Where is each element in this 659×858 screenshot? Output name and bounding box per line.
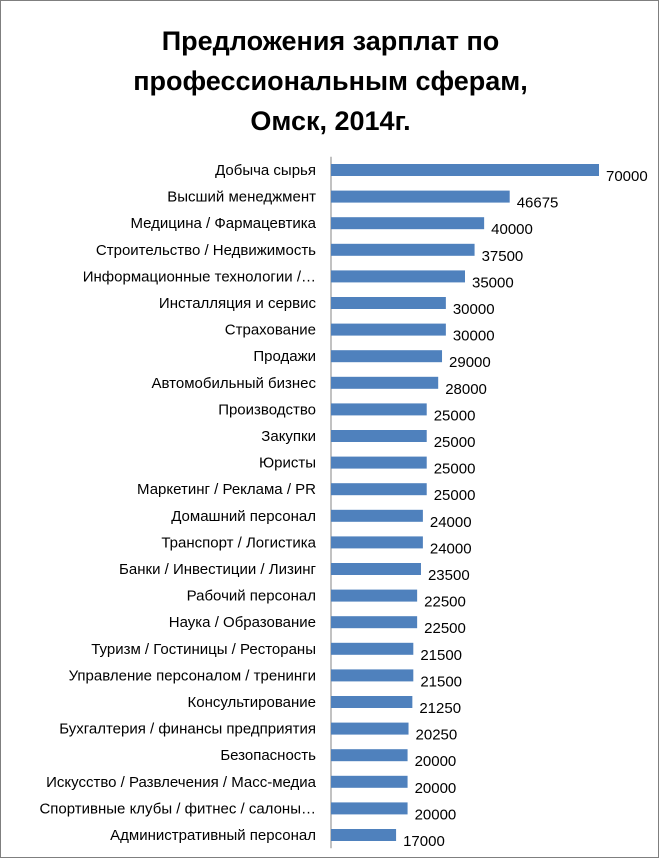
category-label: Административный персонал [110,827,316,844]
bar [331,536,423,549]
data-label: 21500 [420,673,462,690]
bar [331,164,599,176]
category-label: Высший менеджмент [167,189,316,206]
bar [331,589,418,602]
category-label: Домашний персонал [171,508,316,525]
category-label: Управление персоналом / тренинги [69,667,316,684]
bar [331,403,427,416]
category-label: Продажи [253,348,316,365]
data-label: 30000 [453,328,495,345]
data-label: 28000 [445,381,487,398]
category-label: Маркетинг / Реклама / PR [137,481,316,498]
data-label: 22500 [424,594,466,611]
category-label: Информационные технологии /… [83,268,316,285]
category-labels-group: Добыча сырья Высший менеджмент Медицина / … [39,162,316,844]
category-label: Банки / Инвестиции / Лизинг [119,561,316,578]
bar [331,190,510,203]
bars-group [331,164,599,841]
chart-title-line-1: Предложения зарплат по [161,26,500,56]
data-label: 40000 [491,221,533,238]
data-label: 24000 [430,514,472,531]
bar [331,642,414,655]
category-label: Туризм / Гостиницы / Рестораны [91,641,316,658]
category-label: Медицина / Фармацевтика [130,215,316,232]
data-label: 24000 [430,540,472,557]
chart-title-line-3: Омск, 2014г. [250,106,411,136]
category-label: Строительство / Недвижимость [96,242,316,259]
bar [331,350,443,363]
data-label: 23500 [428,567,470,584]
bar [331,802,408,815]
data-label: 20000 [415,753,457,770]
data-label: 20000 [415,806,457,823]
bar [331,563,421,575]
bar [331,323,446,336]
data-label: 25000 [434,434,476,451]
category-label: Безопасность [220,747,316,764]
data-label: 37500 [482,248,524,265]
category-label: Инсталляция и сервис [159,295,317,312]
bar [331,483,427,496]
data-label: 35000 [472,274,514,291]
category-label: Бухгалтерия / финансы предприятия [59,721,316,738]
data-label: 46675 [517,195,559,212]
bar [331,270,465,283]
data-label: 21250 [419,700,461,717]
chart-title-line-2: профессиональным сферам, [133,66,528,96]
category-label: Рабочий персонал [187,588,316,605]
category-label: Консультирование [187,694,316,711]
data-label: 21500 [420,647,462,664]
category-label: Страхование [225,322,316,339]
data-label: 70000 [606,168,648,185]
category-label: Производство [218,401,316,418]
category-label: Юристы [259,455,316,472]
bar [331,243,475,256]
data-label: 25000 [434,461,476,478]
data-label: 22500 [424,620,466,637]
data-label: 17000 [403,833,445,850]
category-label: Транспорт / Логистика [161,534,316,551]
bar [331,829,397,841]
value-labels-group: 70000 46675 40000 37500 35000 30000 30000 29000… [403,168,648,850]
category-label: Искусство / Развлечения / Масс-медиа [46,774,317,791]
bar [331,616,418,629]
category-label: Спортивные клубы / фитнес / салоны… [39,800,316,817]
bar [331,456,427,469]
bar [331,749,408,762]
bar [331,509,423,522]
chart-title: Предложения зарплат по профессиональным … [1,21,659,141]
category-label: Закупки [261,428,316,445]
bar [331,376,439,389]
data-label: 25000 [434,487,476,504]
category-label: Добыча сырья [215,162,316,179]
bar [331,669,414,682]
bar [331,430,427,442]
bar [331,722,409,735]
bar [331,297,446,309]
bar [331,775,408,788]
category-label: Автомобильный бизнес [152,375,317,392]
bar [331,696,413,708]
data-label: 20250 [416,727,458,744]
bar [331,217,485,230]
data-label: 25000 [434,407,476,424]
data-label: 20000 [415,780,457,797]
category-label: Наука / Образование [169,614,316,631]
data-label: 29000 [449,354,491,371]
data-label: 30000 [453,301,495,318]
